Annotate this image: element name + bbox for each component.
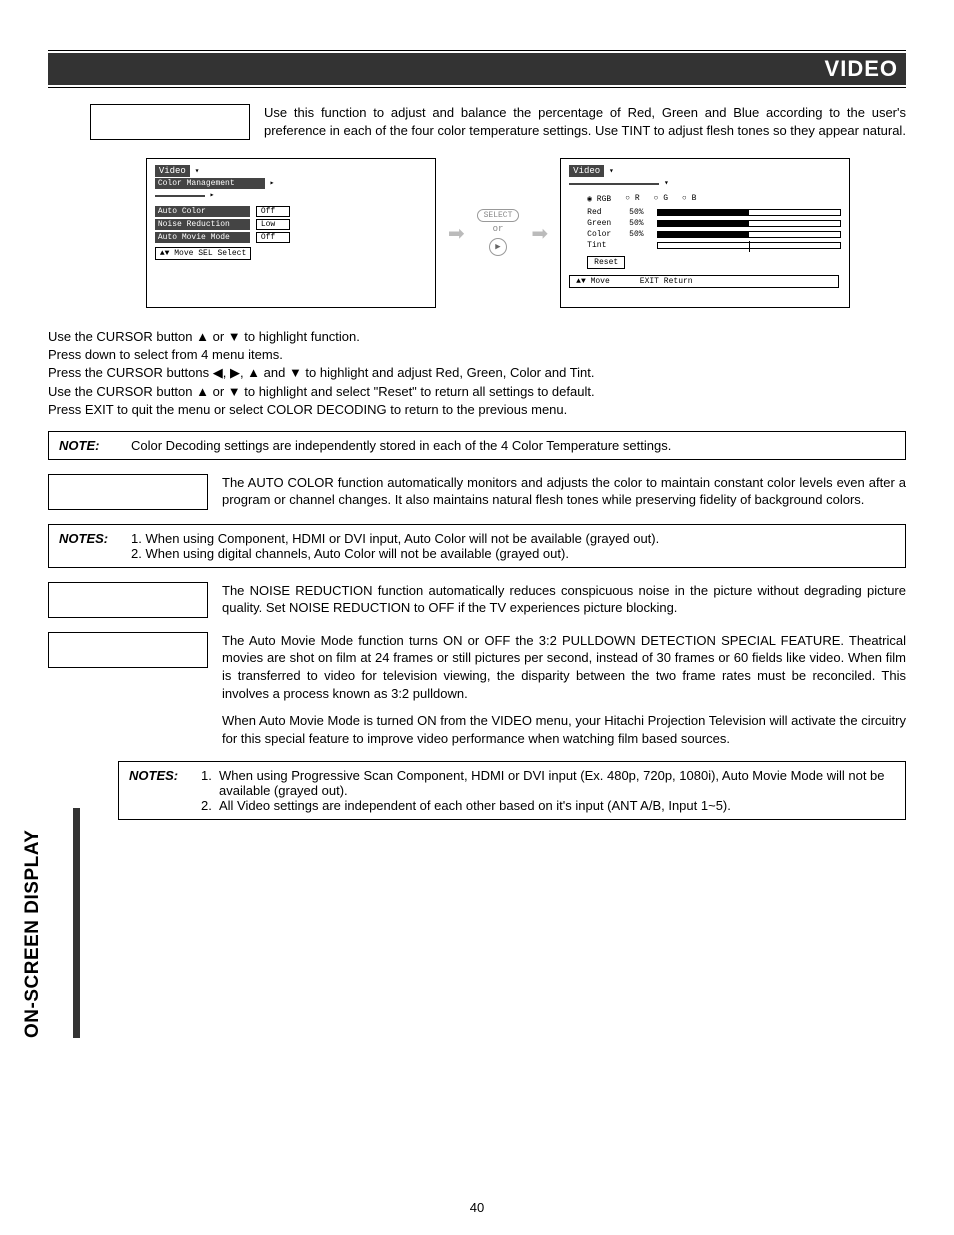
radio-option: ○ R xyxy=(625,194,639,204)
slider xyxy=(657,220,841,227)
radio-option: ◉ RGB xyxy=(587,194,611,204)
movie-paragraph-1: The Auto Movie Mode function turns ON or… xyxy=(222,632,906,702)
right-arrow-icon: ▶ xyxy=(489,238,507,256)
noise-paragraph: The NOISE REDUCTION function automatical… xyxy=(222,582,906,617)
slider-label: Tint xyxy=(587,241,629,250)
mid-control: SELECT or ▶ xyxy=(477,209,520,258)
note-label: NOTES: xyxy=(59,531,117,561)
section-label-box xyxy=(48,582,208,618)
note-list: 1. When using Component, HDMI or DVI inp… xyxy=(131,531,895,561)
osd-item: Noise Reduction xyxy=(155,219,250,230)
osd-right-title: Video xyxy=(569,165,604,177)
note-label: NOTE: xyxy=(59,438,117,453)
osd-right-panel: Video ▾ ▾ ◉ RGB ○ R ○ G ○ B Red50% Green… xyxy=(560,158,850,308)
slider-label: Color xyxy=(587,230,629,239)
radio-option: ○ B xyxy=(682,194,696,204)
slider-value: 50% xyxy=(629,230,657,239)
slider xyxy=(657,209,841,216)
osd-figure: Video ▾ Color Management ▸ ▸ Auto ColorO… xyxy=(90,158,906,308)
osd-right-footer: ▲▼ MoveEXIT Return xyxy=(569,275,839,288)
select-oval: SELECT xyxy=(477,209,520,222)
osd-value: Off xyxy=(256,206,290,217)
movie-paragraph-2: When Auto Movie Mode is turned ON from t… xyxy=(222,712,906,747)
osd-left-footer: ▲▼ Move SEL Select xyxy=(155,247,251,260)
reset-button: Reset xyxy=(587,256,625,269)
tint-slider xyxy=(657,242,841,249)
slider-label: Green xyxy=(587,219,629,228)
intro-paragraph: Use this function to adjust and balance … xyxy=(264,104,906,139)
radio-option: ○ G xyxy=(654,194,668,204)
section-label-box xyxy=(48,474,208,510)
section-label-box xyxy=(90,104,250,140)
slider-value: 50% xyxy=(629,219,657,228)
slider xyxy=(657,231,841,238)
arrow-icon: ➡ xyxy=(531,221,548,246)
osd-item: Auto Movie Mode xyxy=(155,232,250,243)
note-box: NOTES: 1. When using Component, HDMI or … xyxy=(48,524,906,568)
page-number: 40 xyxy=(0,1200,954,1215)
osd-value: Off xyxy=(256,232,290,243)
note-box: NOTE: Color Decoding settings are indepe… xyxy=(48,431,906,460)
note-box: NOTES: 1.When using Progressive Scan Com… xyxy=(118,761,906,820)
or-label: or xyxy=(477,224,520,234)
slider-label: Red xyxy=(587,208,629,217)
osd-left-title: Video xyxy=(155,165,190,177)
slider-value: 50% xyxy=(629,208,657,217)
instructions: Use the CURSOR button ▲ or ▼ to highligh… xyxy=(48,328,906,419)
autocolor-paragraph: The AUTO COLOR function automatically mo… xyxy=(222,474,906,509)
arrow-icon: ➡ xyxy=(448,221,465,246)
section-label-box xyxy=(48,632,208,668)
note-list: 1.When using Progressive Scan Component,… xyxy=(201,768,895,813)
sidebar-label: ON-SCREEN DISPLAY xyxy=(48,808,80,1038)
note-label: NOTES: xyxy=(129,768,187,813)
osd-value: Low xyxy=(256,219,290,230)
osd-left-subtitle: Color Management xyxy=(155,178,265,189)
osd-left-panel: Video ▾ Color Management ▸ ▸ Auto ColorO… xyxy=(146,158,436,308)
osd-item: Auto Color xyxy=(155,206,250,217)
page-header: VIDEO xyxy=(48,53,906,85)
note-text: Color Decoding settings are independentl… xyxy=(131,438,895,453)
